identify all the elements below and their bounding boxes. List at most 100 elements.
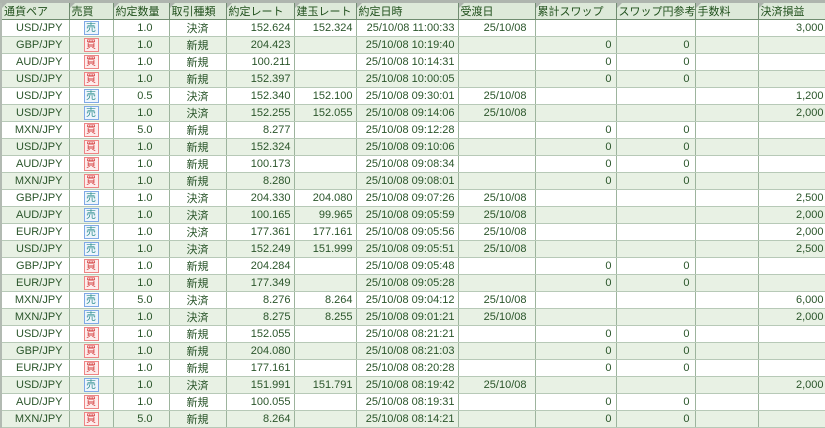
trade-row[interactable]: AUD/JPY 売 1.0 決済 100.165 99.965 25/10/08 09:05… (1, 206, 825, 224)
cell-open_rate (294, 342, 357, 360)
column-header-swap-yen-ref[interactable]: スワップ円参考 (616, 0, 696, 20)
cell-fee (695, 223, 759, 241)
cell-type: 新規 (169, 121, 227, 139)
cell-qty: 1.0 (113, 308, 170, 326)
cell-type: 新規 (169, 325, 227, 343)
cell-delivery (458, 138, 536, 156)
cell-swap_ref (616, 376, 696, 394)
cell-swap (535, 240, 617, 258)
sell-badge: 売 (83, 106, 99, 120)
cell-swap_ref: 0 (616, 393, 696, 411)
column-header-currency-pair[interactable]: 通貨ペア (1, 0, 70, 20)
column-header-execution-datetime[interactable]: 約定日時 (356, 0, 459, 20)
trade-row[interactable]: AUD/JPY 買 1.0 新規 100.055 25/10/08 08:19:31 0 0 (1, 393, 825, 411)
cell-type: 決済 (169, 104, 227, 122)
cell-qty: 1.0 (113, 138, 170, 156)
buy-badge: 買 (83, 276, 99, 290)
trade-row[interactable]: USD/JPY 買 1.0 新規 152.397 25/10/08 10:00:05 0 0 (1, 70, 825, 88)
cell-pair: EUR/JPY (1, 223, 70, 241)
column-header-delivery-date[interactable]: 受渡日 (458, 0, 536, 20)
cell-side: 売 (69, 87, 114, 105)
trade-row[interactable]: GBP/JPY 買 1.0 新規 204.423 25/10/08 10:19:40 0 0 (1, 36, 825, 54)
column-header-total-swap[interactable]: 累計スワップ (535, 0, 617, 20)
trade-row[interactable]: EUR/JPY 買 1.0 新規 177.161 25/10/08 08:20:28 0 0 (1, 359, 825, 377)
trade-row[interactable]: USD/JPY 売 1.0 決済 152.249 151.999 25/10/08 09:0… (1, 240, 825, 258)
cell-swap_ref (616, 19, 696, 37)
cell-qty: 1.0 (113, 376, 170, 394)
trade-row[interactable]: USD/JPY 買 1.0 新規 152.055 25/10/08 08:21:21 0 0 (1, 325, 825, 343)
cell-qty: 1.0 (113, 19, 170, 37)
cell-qty: 1.0 (113, 155, 170, 173)
trade-row[interactable]: EUR/JPY 買 1.0 新規 177.349 25/10/08 09:05:28 0 0 (1, 274, 825, 292)
cell-delivery: 25/10/08 (458, 240, 536, 258)
cell-qty: 1.0 (113, 172, 170, 190)
cell-delivery: 25/10/08 (458, 376, 536, 394)
trade-row[interactable]: AUD/JPY 買 1.0 新規 100.211 25/10/08 10:14:31 0 0 (1, 53, 825, 71)
cell-datetime: 25/10/08 11:00:33 (356, 19, 459, 37)
trade-row[interactable]: GBP/JPY 買 1.0 新規 204.080 25/10/08 08:21:03 0 0 (1, 342, 825, 360)
trade-row[interactable]: MXN/JPY 売 5.0 決済 8.276 8.264 25/10/08 09:04:12… (1, 291, 825, 309)
cell-pair: USD/JPY (1, 87, 70, 105)
buy-badge: 買 (83, 344, 99, 358)
cell-pair: MXN/JPY (1, 291, 70, 309)
cell-pair: USD/JPY (1, 104, 70, 122)
cell-side: 買 (69, 121, 114, 139)
column-header-settlement-pl[interactable]: 決済損益 (758, 0, 825, 20)
cell-datetime: 25/10/08 08:20:28 (356, 359, 459, 377)
column-header-position-rate[interactable]: 建玉レート (294, 0, 357, 20)
trade-row[interactable]: EUR/JPY 売 1.0 決済 177.361 177.161 25/10/08 09:0… (1, 223, 825, 241)
cell-qty: 1.0 (113, 240, 170, 258)
trade-history-body: USD/JPY 売 1.0 決済 152.624 152.324 25/10/08 11:0… (1, 19, 825, 428)
column-header-quantity[interactable]: 約定数量 (113, 0, 170, 20)
cell-swap_ref (616, 308, 696, 326)
trade-row[interactable]: USD/JPY 売 1.0 決済 151.991 151.791 25/10/08 08:1… (1, 376, 825, 394)
cell-delivery (458, 36, 536, 54)
cell-swap_ref: 0 (616, 342, 696, 360)
cell-side: 買 (69, 325, 114, 343)
cell-swap: 0 (535, 121, 617, 139)
column-header-fee[interactable]: 手数料 (695, 0, 759, 20)
cell-swap_ref: 0 (616, 121, 696, 139)
trade-row[interactable]: MXN/JPY 売 1.0 決済 8.275 8.255 25/10/08 09:01:21… (1, 308, 825, 326)
trade-row[interactable]: MXN/JPY 買 5.0 新規 8.277 25/10/08 09:12:28 0 0 (1, 121, 825, 139)
cell-datetime: 25/10/08 09:14:06 (356, 104, 459, 122)
cell-pair: MXN/JPY (1, 121, 70, 139)
cell-swap (535, 308, 617, 326)
cell-swap: 0 (535, 359, 617, 377)
trade-row[interactable]: MXN/JPY 買 5.0 新規 8.264 25/10/08 08:14:21 0 0 (1, 410, 825, 428)
cell-pl (758, 257, 825, 275)
cell-pair: USD/JPY (1, 19, 70, 37)
sell-badge: 売 (83, 310, 99, 324)
cell-fee (695, 206, 759, 224)
cell-swap: 0 (535, 53, 617, 71)
cell-pl: 2,500 (758, 189, 825, 207)
cell-swap_ref: 0 (616, 70, 696, 88)
cell-swap (535, 223, 617, 241)
trade-row[interactable]: AUD/JPY 買 1.0 新規 100.173 25/10/08 09:08:34 0 0 (1, 155, 825, 173)
cell-delivery (458, 172, 536, 190)
trade-row[interactable]: MXN/JPY 買 1.0 新規 8.280 25/10/08 09:08:01 0 0 (1, 172, 825, 190)
cell-fee (695, 155, 759, 173)
trade-row[interactable]: GBP/JPY 売 1.0 決済 204.330 204.080 25/10/08 09:0… (1, 189, 825, 207)
trade-row[interactable]: USD/JPY 売 1.0 決済 152.624 152.324 25/10/08 11:0… (1, 19, 825, 37)
cell-swap: 0 (535, 172, 617, 190)
buy-badge: 買 (83, 123, 99, 137)
cell-pair: EUR/JPY (1, 359, 70, 377)
trade-row[interactable]: USD/JPY 買 1.0 新規 152.324 25/10/08 09:10:06 0 0 (1, 138, 825, 156)
cell-open_rate (294, 257, 357, 275)
trade-row[interactable]: USD/JPY 売 0.5 決済 152.340 152.100 25/10/08 09:3… (1, 87, 825, 105)
sell-badge: 売 (83, 242, 99, 256)
cell-qty: 1.0 (113, 53, 170, 71)
column-header-buy-sell[interactable]: 売買 (69, 0, 114, 20)
cell-pl: 1,200 (758, 87, 825, 105)
cell-pl: 6,000 (758, 291, 825, 309)
cell-side: 売 (69, 206, 114, 224)
trade-row[interactable]: GBP/JPY 買 1.0 新規 204.284 25/10/08 09:05:48 0 0 (1, 257, 825, 275)
cell-side: 売 (69, 223, 114, 241)
trade-row[interactable]: USD/JPY 売 1.0 決済 152.255 152.055 25/10/08 09:1… (1, 104, 825, 122)
cell-fee (695, 70, 759, 88)
cell-open_rate: 151.999 (294, 240, 357, 258)
column-header-execution-rate[interactable]: 約定レート (226, 0, 295, 20)
cell-pair: AUD/JPY (1, 393, 70, 411)
column-header-trade-type[interactable]: 取引種類 (169, 0, 227, 20)
